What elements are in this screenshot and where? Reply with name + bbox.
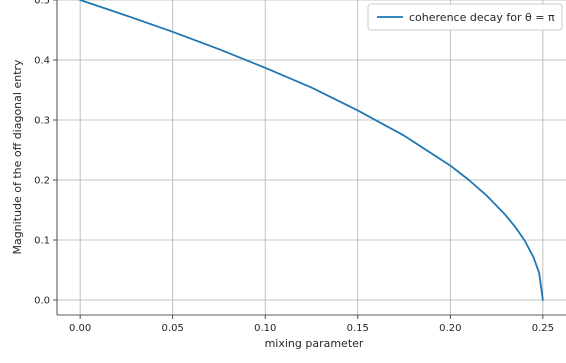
series-line-0 bbox=[79, 0, 544, 301]
x-tick-label: 0.20 bbox=[439, 323, 461, 334]
x-tick-label: 0.10 bbox=[254, 323, 276, 334]
legend-box bbox=[367, 3, 563, 31]
x-tick-label: 0.00 bbox=[69, 323, 91, 334]
x-tick-label: 0.05 bbox=[162, 323, 184, 334]
y-tick-label: 0.3 bbox=[34, 116, 50, 127]
x-tick-label: 0.15 bbox=[347, 323, 369, 334]
axes: 0.00 0.05 0.10 0.15 0.20 0.25 0.0 0.1 0.2 0.3 0.4 0… bbox=[34, 0, 566, 334]
legend: coherence decay for θ = π bbox=[367, 3, 563, 31]
y-tick-label: 0.0 bbox=[34, 296, 50, 307]
y-tick-label: 0.1 bbox=[34, 236, 50, 247]
y-tick-label: 0.4 bbox=[34, 56, 50, 67]
grid-lines bbox=[57, 0, 566, 315]
series-layer bbox=[79, 0, 544, 301]
y-axis-label: Magnitude of the off diagonal entry bbox=[11, 59, 24, 255]
y-tick-label: 0.5 bbox=[34, 0, 50, 7]
y-tick-label: 0.2 bbox=[34, 176, 50, 187]
legend-entry-label: coherence decay for θ = π bbox=[409, 11, 555, 24]
x-axis-label: mixing parameter bbox=[265, 337, 364, 350]
x-tick-label: 0.25 bbox=[532, 323, 554, 334]
